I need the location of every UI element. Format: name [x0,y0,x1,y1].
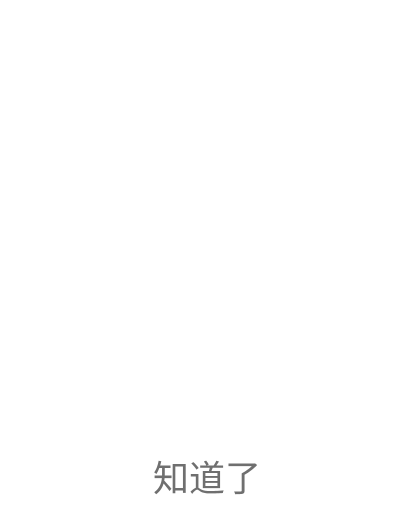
got-it-button[interactable]: 知道了 [152,459,261,500]
dialog-content-area [0,0,414,440]
